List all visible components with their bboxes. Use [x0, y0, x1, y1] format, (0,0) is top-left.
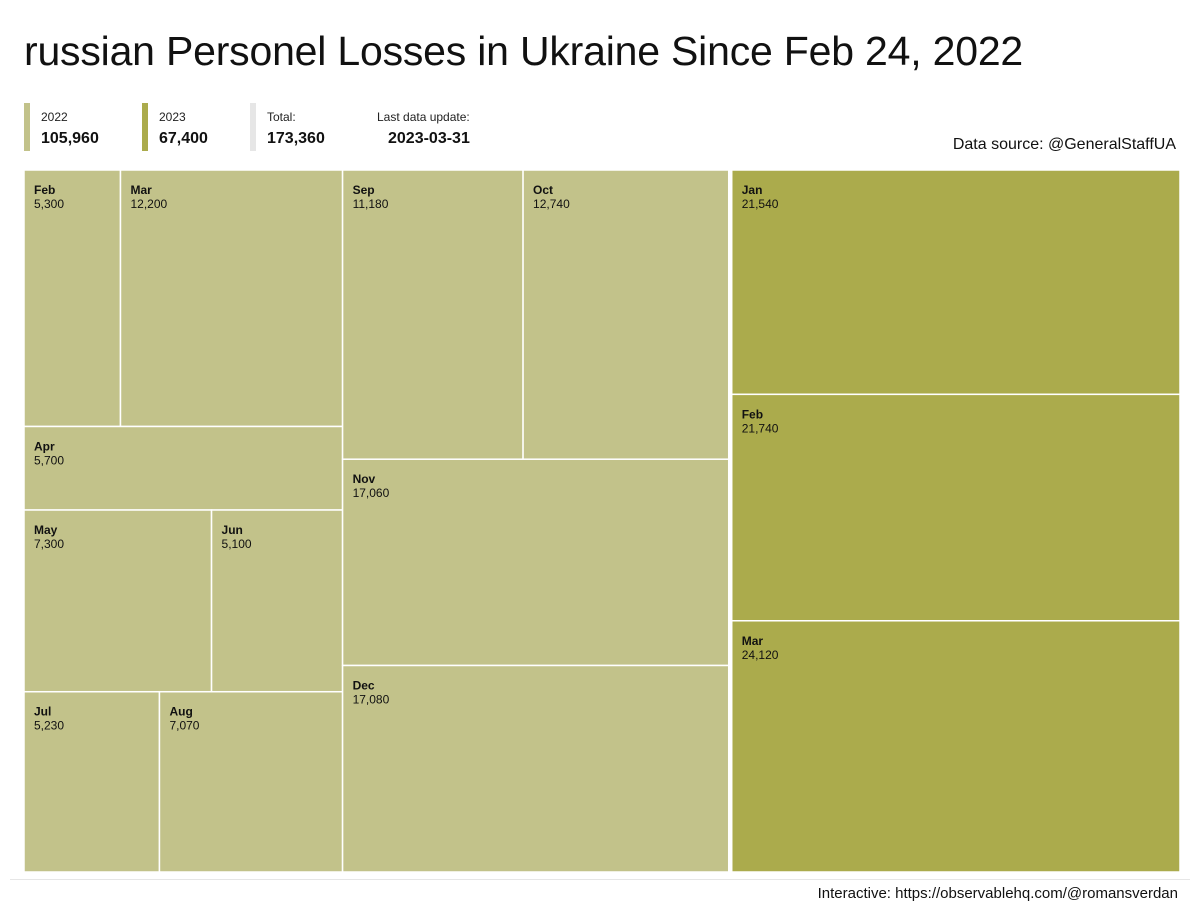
treemap-cell-value-label: 5,300 [34, 197, 64, 211]
treemap-rect[interactable] [730, 170, 1180, 396]
treemap-cell-value-label: 17,060 [353, 486, 390, 500]
treemap-cell-value-label: 5,230 [34, 719, 64, 733]
treemap-cell-value-label: 17,080 [353, 692, 390, 706]
treemap-chart: Feb5,300Mar12,200Apr5,700May7,300Jun5,10… [24, 170, 1180, 872]
last-update-value: 2023-03-31 [388, 130, 470, 147]
treemap-cell-month-label: Feb [34, 183, 55, 197]
treemap-cell-month-label: Dec [353, 678, 375, 692]
stat-2022-value: 105,960 [41, 130, 99, 147]
stat-2023-label: 2023 [159, 110, 186, 124]
treemap-cell-value-label: 7,070 [169, 719, 199, 733]
treemap-cell-value-label: 11,180 [353, 197, 389, 211]
stat-total-label: Total: [267, 110, 296, 124]
stat-total: Total: 173,360 [250, 103, 325, 151]
stat-2022: 2022 105,960 [24, 103, 99, 151]
treemap-rect[interactable] [119, 170, 344, 428]
footer-link[interactable]: Interactive: https://observablehq.com/@r… [817, 885, 1178, 902]
treemap-rect[interactable] [24, 170, 122, 428]
treemap-cell-value-label: 21,740 [742, 421, 779, 435]
last-update-label: Last data update: [377, 110, 470, 124]
page-title: russian Personel Losses in Ukraine Since… [24, 28, 1024, 74]
treemap-rect[interactable] [24, 690, 161, 872]
treemap-cell-month-label: Jul [34, 705, 51, 719]
stat-2023-value: 67,400 [159, 130, 208, 147]
treemap-cell-month-label: Mar [742, 634, 764, 648]
treemap-cell-month-label: Aug [169, 705, 192, 719]
swatch-2022 [24, 103, 30, 151]
treemap-cell-value-label: 12,740 [533, 197, 570, 211]
treemap-rect[interactable] [210, 509, 344, 693]
treemap-rect[interactable] [730, 620, 1180, 872]
treemap-cell-month-label: Mar [130, 183, 152, 197]
stat-2022-label: 2022 [41, 110, 68, 124]
treemap-cell-month-label: Jun [222, 523, 243, 537]
treemap-rect[interactable] [24, 425, 344, 511]
treemap-cell-value-label: 5,100 [222, 537, 252, 551]
treemap-cell-value-label: 12,200 [130, 197, 167, 211]
treemap-rect[interactable] [730, 393, 1180, 622]
treemap-rect[interactable] [522, 170, 730, 460]
stat-2023: 2023 67,400 [142, 103, 208, 151]
treemap-cell-month-label: Sep [353, 183, 375, 197]
treemap-cell-value-label: 5,700 [34, 453, 64, 467]
treemap-cell-month-label: Nov [353, 472, 376, 486]
treemap-cell-value-label: 21,540 [742, 197, 779, 211]
treemap-cell-value-label: 24,120 [742, 648, 779, 662]
footer-divider [10, 879, 1190, 880]
treemap-cell-month-label: Jan [742, 183, 763, 197]
treemap-cell-month-label: Feb [742, 407, 763, 421]
treemap-cell-month-label: May [34, 523, 58, 537]
swatch-2023 [142, 103, 148, 151]
swatch-total [250, 103, 256, 151]
treemap-cell-month-label: Oct [533, 183, 553, 197]
treemap-rect[interactable] [341, 170, 524, 460]
treemap-cell-value-label: 7,300 [34, 537, 64, 551]
last-update: Last data update: 2023-03-31 [377, 103, 487, 151]
treemap-rect[interactable] [158, 690, 344, 872]
data-source: Data source: @GeneralStaffUA [952, 136, 1176, 153]
treemap-cell-month-label: Apr [34, 439, 55, 453]
stat-total-value: 173,360 [267, 130, 325, 147]
treemap-rect[interactable] [341, 458, 730, 667]
treemap-rect[interactable] [24, 509, 213, 693]
treemap-rect[interactable] [341, 664, 730, 872]
